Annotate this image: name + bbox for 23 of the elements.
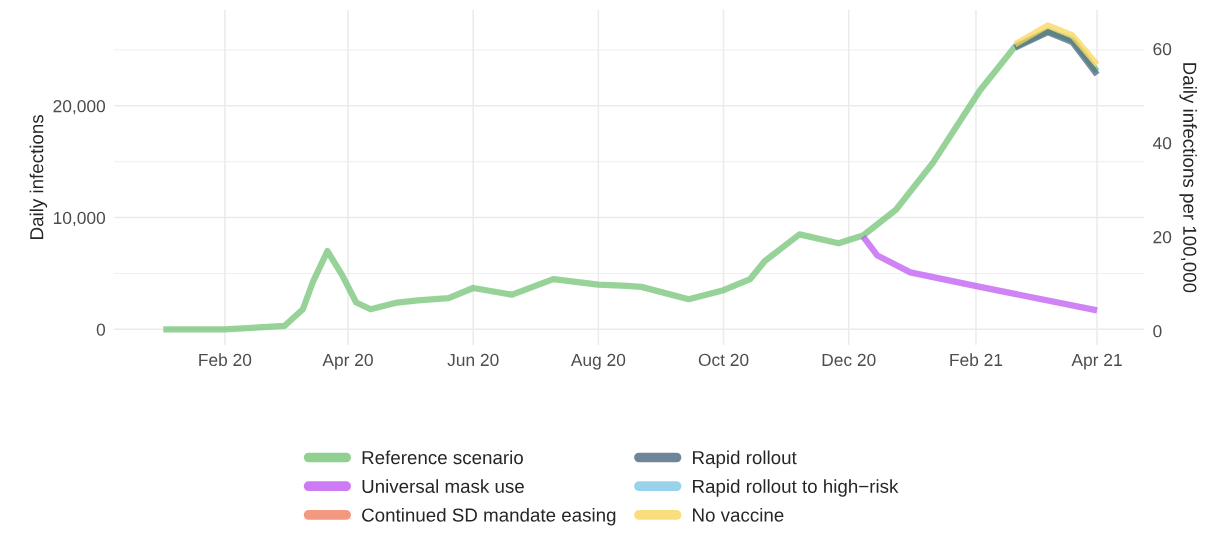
y2-tick-label: 60: [1153, 42, 1172, 56]
y2-tick-label: 20: [1153, 231, 1172, 244]
y2-tick-label: 40: [1152, 136, 1172, 150]
x-tick-label: Dec 20: [822, 353, 876, 367]
y-tick-label: 10,000: [53, 211, 106, 227]
legend-label: Continued SD mandate easing: [362, 507, 616, 526]
y-axis-title: Daily infections: [29, 115, 48, 239]
y-tick-label: 0: [96, 323, 106, 336]
legend-label: Rapid rollout to high−risk: [693, 479, 899, 497]
x-tick-label: Feb 20: [199, 353, 252, 367]
x-tick-label: Apr 20: [322, 353, 373, 370]
y2-axis-title: Daily infections per 100,000: [1179, 63, 1197, 293]
x-tick-label: Jun 20: [447, 353, 499, 367]
legend-label: Universal mask use: [362, 479, 524, 493]
legend-label: Rapid rollout: [693, 450, 797, 468]
x-tick-label: Feb 21: [950, 353, 1003, 367]
legend-label: Reference scenario: [362, 450, 523, 465]
x-tick-label: Aug 20: [570, 353, 626, 370]
x-tick-label: Oct 20: [698, 353, 749, 367]
legend-label: No vaccine: [693, 507, 784, 522]
y2-tick-label: 0: [1153, 325, 1162, 338]
x-tick-label: Apr 21: [1071, 353, 1122, 370]
y-tick-label: 20,000: [53, 100, 106, 115]
